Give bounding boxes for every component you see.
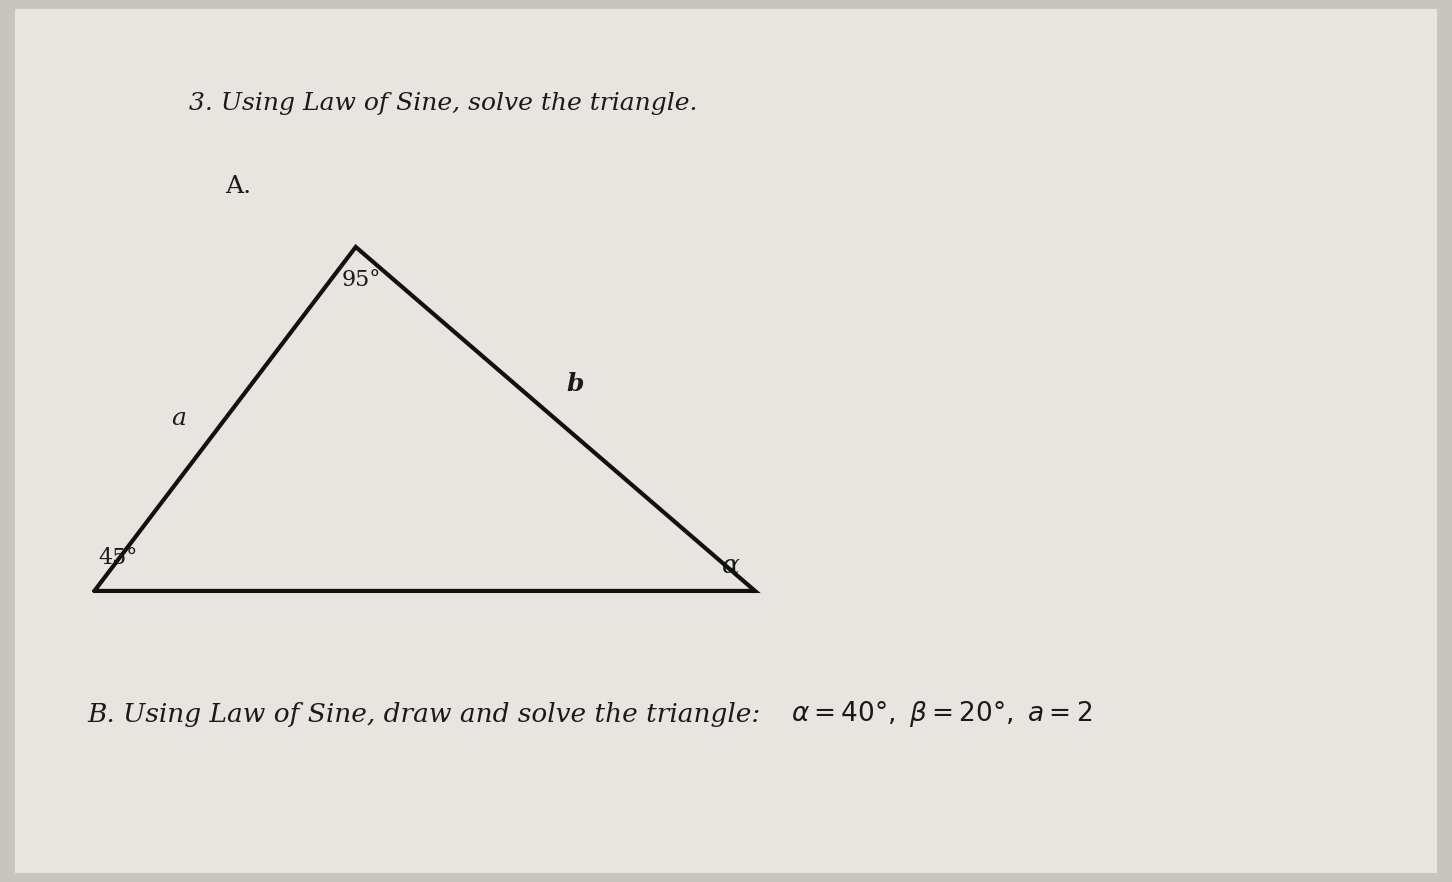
- Text: a: a: [171, 407, 186, 430]
- Text: 3. Using Law of Sine, solve the triangle.: 3. Using Law of Sine, solve the triangle…: [189, 92, 697, 115]
- Text: α: α: [722, 553, 739, 578]
- Text: B. Using Law of Sine, draw and solve the triangle:: B. Using Law of Sine, draw and solve the…: [87, 702, 768, 727]
- Text: A.: A.: [225, 176, 251, 198]
- Text: $\mathit{\alpha}=40°,\ \mathit{\beta}=20°,\ \mathit{a}=2$: $\mathit{\alpha}=40°,\ \mathit{\beta}=20…: [791, 699, 1093, 729]
- Text: 45°: 45°: [99, 547, 138, 569]
- Text: 95°: 95°: [341, 269, 380, 291]
- Text: b: b: [566, 371, 584, 396]
